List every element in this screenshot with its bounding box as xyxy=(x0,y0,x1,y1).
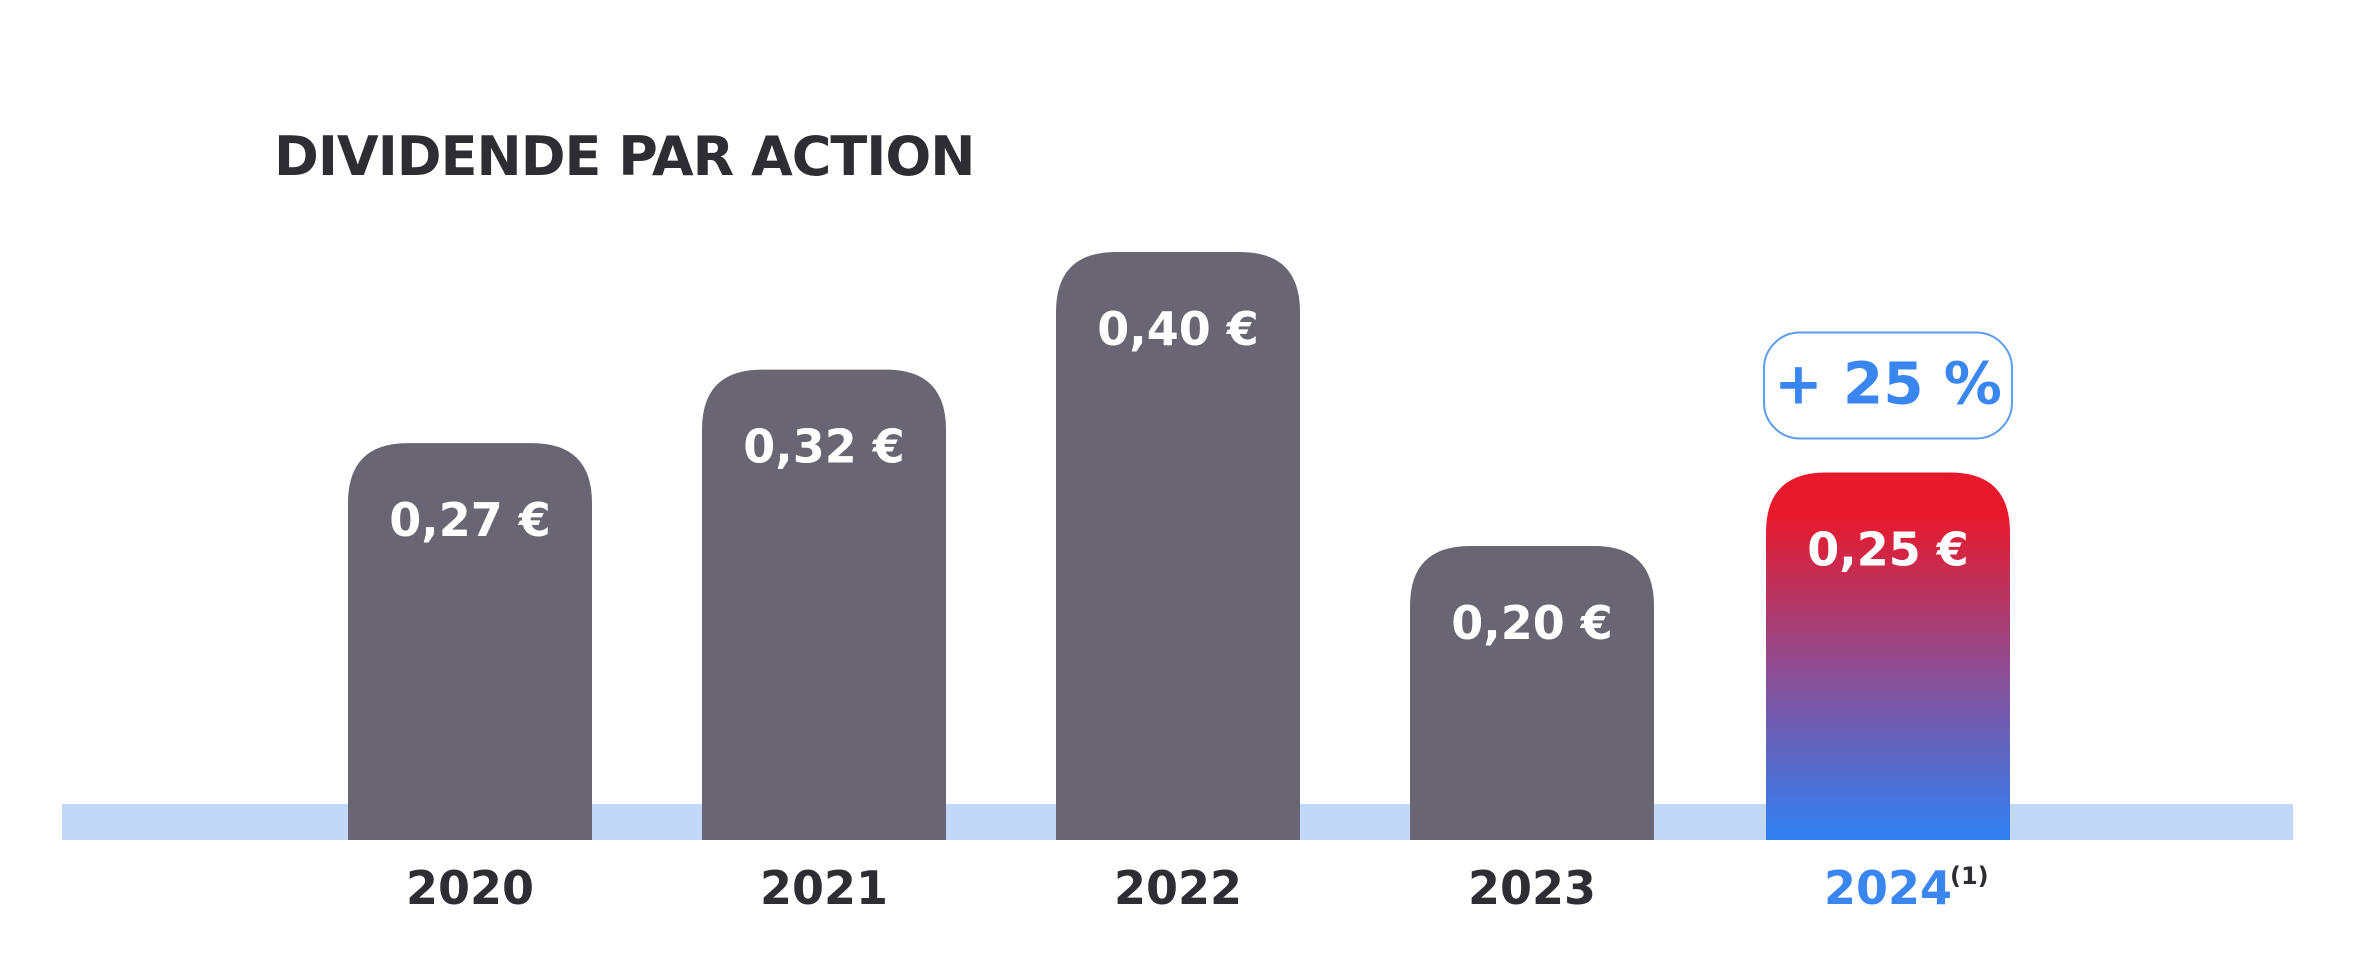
value-label-2023: 0,20 € xyxy=(1451,596,1613,650)
x-tick-label-2021: 2021 xyxy=(760,861,888,915)
x-tick-label-2024: 2024 xyxy=(1824,861,1952,915)
x-tick-label-2023: 2023 xyxy=(1468,861,1596,915)
chart-title: DIVIDENDE PAR ACTION xyxy=(274,125,974,188)
value-label-2022: 0,40 € xyxy=(1097,302,1259,356)
bar-2024 xyxy=(1766,472,2010,840)
growth-badge-label: + 25 % xyxy=(1774,350,2002,418)
footnote-marker: (1) xyxy=(1950,862,1989,890)
value-label-2021: 0,32 € xyxy=(743,420,905,474)
bars-layer: 0,27 € 2020 0,32 € 2021 0,40 € 2022 0,20 € 2023… xyxy=(348,252,2013,915)
bar-2023 xyxy=(1410,546,1654,840)
bar-2022 xyxy=(1056,252,1300,840)
value-label-2024: 0,25 € xyxy=(1807,523,1969,577)
bar-2020 xyxy=(348,443,592,840)
x-tick-label-2022: 2022 xyxy=(1114,861,1242,915)
x-tick-label-2020: 2020 xyxy=(406,861,534,915)
value-label-2020: 0,27 € xyxy=(389,493,551,547)
growth-badge xyxy=(1763,331,2013,440)
bar-2021 xyxy=(702,369,946,840)
